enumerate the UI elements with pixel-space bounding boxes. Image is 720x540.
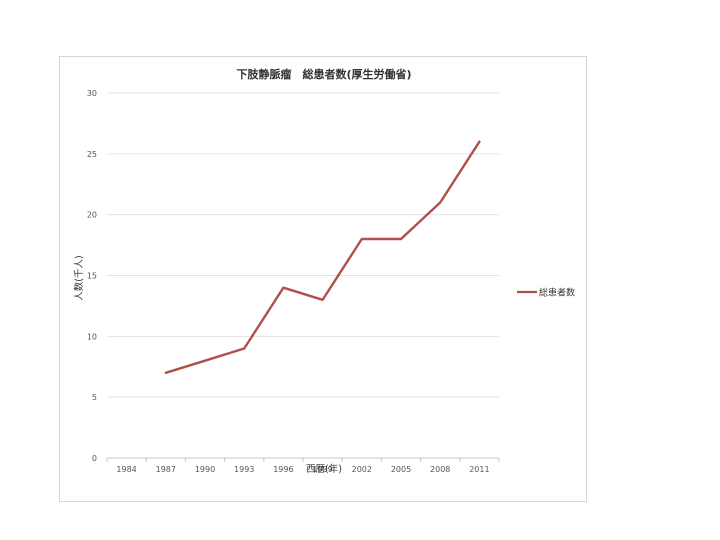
- chart-title: 下肢静脈瘤 総患者数(厚生労働省): [236, 67, 411, 81]
- series-lines: [164, 140, 481, 374]
- x-tick-label: 2011: [469, 465, 489, 474]
- y-tick-label: 20: [87, 211, 97, 220]
- x-tick-label: 1993: [234, 465, 254, 474]
- x-tick-label: 2005: [391, 465, 411, 474]
- x-tick-label: 1996: [273, 465, 293, 474]
- y-axis-ticks: 0 5 10 15 20 25 30: [87, 89, 97, 463]
- x-axis-ticks: 1984 1987 1990 1993 1996 1999 2002 2005 2008 2011: [106, 458, 500, 474]
- y-axis-title: 人数(千人): [73, 255, 85, 300]
- y-tick-label: 25: [87, 150, 97, 159]
- y-tick-label: 30: [87, 89, 97, 98]
- x-tick-label: 1999: [312, 465, 332, 474]
- legend: 総患者数: [517, 287, 575, 299]
- x-tick-label: 2002: [352, 465, 372, 474]
- gridlines: [107, 92, 499, 459]
- y-tick-label: 5: [92, 393, 97, 402]
- y-tick-label: 10: [87, 332, 97, 341]
- series-line-0: [164, 140, 481, 374]
- legend-label: 総患者数: [539, 287, 575, 299]
- x-tick-label: 1987: [156, 465, 176, 474]
- x-axis-title: 西暦(年): [306, 463, 342, 475]
- x-tick-label: 2008: [430, 465, 450, 474]
- chart-frame: 0 5 10 15 20 25 30 1984 1987 1990 1993 1996 1999 200…: [59, 56, 587, 502]
- y-tick-label: 15: [87, 272, 97, 281]
- x-tick-label: 1990: [195, 465, 215, 474]
- x-tick-label: 1984: [116, 465, 136, 474]
- line-chart: 0 5 10 15 20 25 30 1984 1987 1990 1993 1996 1999 200…: [73, 67, 575, 475]
- y-tick-label: 0: [92, 454, 97, 463]
